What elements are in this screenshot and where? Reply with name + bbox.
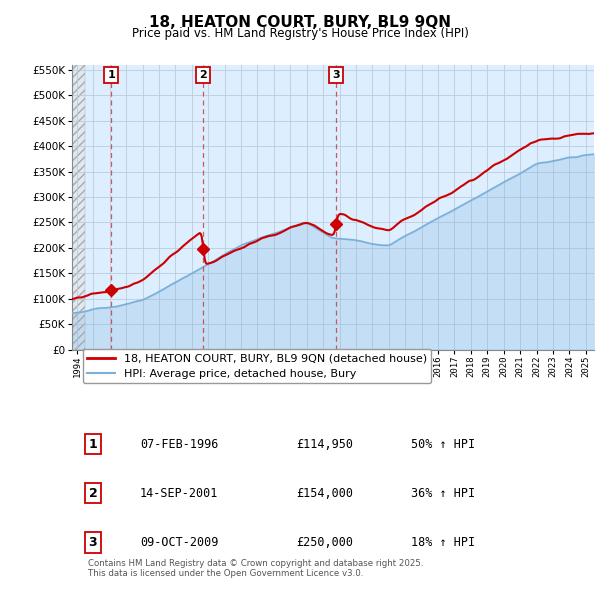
Text: 1: 1 — [107, 70, 115, 80]
Text: £154,000: £154,000 — [296, 487, 353, 500]
Text: 3: 3 — [332, 70, 340, 80]
Text: 50% ↑ HPI: 50% ↑ HPI — [412, 438, 475, 451]
Bar — [72, 65, 85, 349]
Text: 2: 2 — [199, 70, 207, 80]
Text: 07-FEB-1996: 07-FEB-1996 — [140, 438, 218, 451]
Text: £114,950: £114,950 — [296, 438, 353, 451]
Legend: 18, HEATON COURT, BURY, BL9 9QN (detached house), HPI: Average price, detached h: 18, HEATON COURT, BURY, BL9 9QN (detache… — [83, 349, 431, 384]
Text: 3: 3 — [89, 536, 97, 549]
Text: 36% ↑ HPI: 36% ↑ HPI — [412, 487, 475, 500]
Text: 09-OCT-2009: 09-OCT-2009 — [140, 536, 218, 549]
Text: Price paid vs. HM Land Registry's House Price Index (HPI): Price paid vs. HM Land Registry's House … — [131, 27, 469, 40]
Text: 1: 1 — [89, 438, 97, 451]
Text: Contains HM Land Registry data © Crown copyright and database right 2025.
This d: Contains HM Land Registry data © Crown c… — [88, 559, 423, 578]
Text: 18% ↑ HPI: 18% ↑ HPI — [412, 536, 475, 549]
Text: £250,000: £250,000 — [296, 536, 353, 549]
Text: 18, HEATON COURT, BURY, BL9 9QN: 18, HEATON COURT, BURY, BL9 9QN — [149, 15, 451, 30]
Text: 2: 2 — [89, 487, 97, 500]
Text: 14-SEP-2001: 14-SEP-2001 — [140, 487, 218, 500]
